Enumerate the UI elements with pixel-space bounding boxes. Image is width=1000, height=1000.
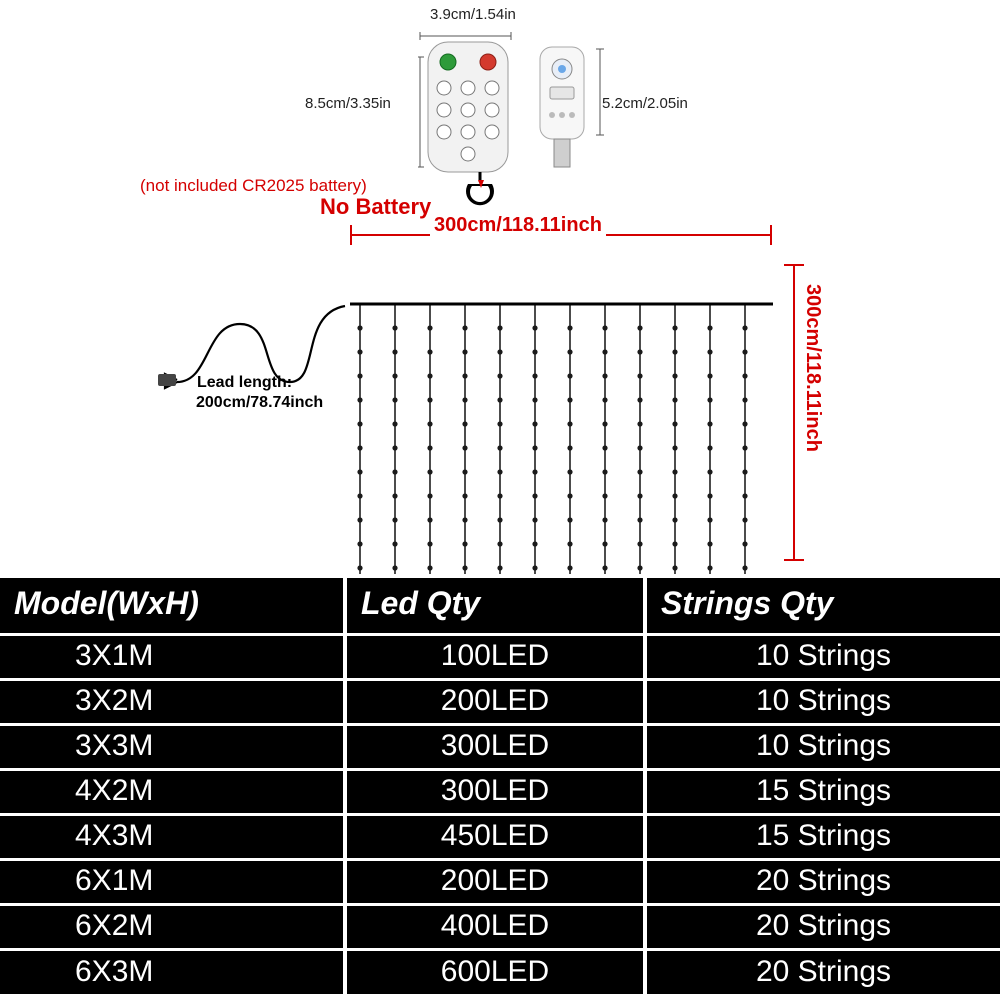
table-cell: 6X1M bbox=[0, 859, 345, 904]
accessories-diagram: 3.9cm/1.54in 8.5cm/3.35in 5.2cm/2.05in (… bbox=[0, 0, 1000, 230]
table-cell: 10 Strings bbox=[645, 724, 1000, 769]
table-cell: 3X3M bbox=[0, 724, 345, 769]
curtain-lights-icon bbox=[150, 254, 850, 574]
spec-table-container: Model(WxH) Led Qty Strings Qty 3X1M100LE… bbox=[0, 578, 1000, 994]
table-row: 3X1M100LED10 Strings bbox=[0, 634, 1000, 679]
table-cell: 400LED bbox=[345, 904, 645, 949]
battery-not-included-note: (not included CR2025 battery) bbox=[140, 176, 367, 196]
usb-length-label: 5.2cm/2.05in bbox=[602, 95, 688, 112]
spec-table: Model(WxH) Led Qty Strings Qty 3X1M100LE… bbox=[0, 578, 1000, 994]
table-cell: 20 Strings bbox=[645, 859, 1000, 904]
curtain-width-label: 300cm/118.11inch bbox=[430, 214, 606, 237]
remote-width-label: 3.9cm/1.54in bbox=[430, 6, 516, 23]
remote-height-label: 8.5cm/3.35in bbox=[305, 95, 391, 112]
table-row: 3X3M300LED10 Strings bbox=[0, 724, 1000, 769]
table-cell: 450LED bbox=[345, 814, 645, 859]
usb-controller-icon bbox=[528, 35, 608, 185]
hook-icon bbox=[458, 170, 504, 216]
table-cell: 10 Strings bbox=[645, 679, 1000, 724]
table-row: 6X3M600LED20 Strings bbox=[0, 949, 1000, 994]
remote-icon bbox=[418, 22, 518, 182]
table-cell: 3X1M bbox=[0, 634, 345, 679]
table-cell: 6X3M bbox=[0, 949, 345, 994]
col-header-strings-qty: Strings Qty bbox=[645, 578, 1000, 634]
table-cell: 6X2M bbox=[0, 904, 345, 949]
table-cell: 20 Strings bbox=[645, 949, 1000, 994]
table-row: 3X2M200LED10 Strings bbox=[0, 679, 1000, 724]
table-row: 4X2M300LED15 Strings bbox=[0, 769, 1000, 814]
table-cell: 200LED bbox=[345, 859, 645, 904]
table-row: 4X3M450LED15 Strings bbox=[0, 814, 1000, 859]
col-header-model: Model(WxH) bbox=[0, 578, 345, 634]
table-cell: 15 Strings bbox=[645, 769, 1000, 814]
table-cell: 4X2M bbox=[0, 769, 345, 814]
table-cell: 600LED bbox=[345, 949, 645, 994]
table-cell: 3X2M bbox=[0, 679, 345, 724]
table-cell: 300LED bbox=[345, 724, 645, 769]
table-cell: 200LED bbox=[345, 679, 645, 724]
table-cell: 100LED bbox=[345, 634, 645, 679]
table-cell: 20 Strings bbox=[645, 904, 1000, 949]
table-row: 6X2M400LED20 Strings bbox=[0, 904, 1000, 949]
table-cell: 4X3M bbox=[0, 814, 345, 859]
table-cell: 10 Strings bbox=[645, 634, 1000, 679]
table-row: 6X1M200LED20 Strings bbox=[0, 859, 1000, 904]
table-cell: 300LED bbox=[345, 769, 645, 814]
curtain-diagram: 300cm/118.11inch 300cm/118.11inch Lead l… bbox=[0, 214, 1000, 578]
table-cell: 15 Strings bbox=[645, 814, 1000, 859]
col-header-led-qty: Led Qty bbox=[345, 578, 645, 634]
